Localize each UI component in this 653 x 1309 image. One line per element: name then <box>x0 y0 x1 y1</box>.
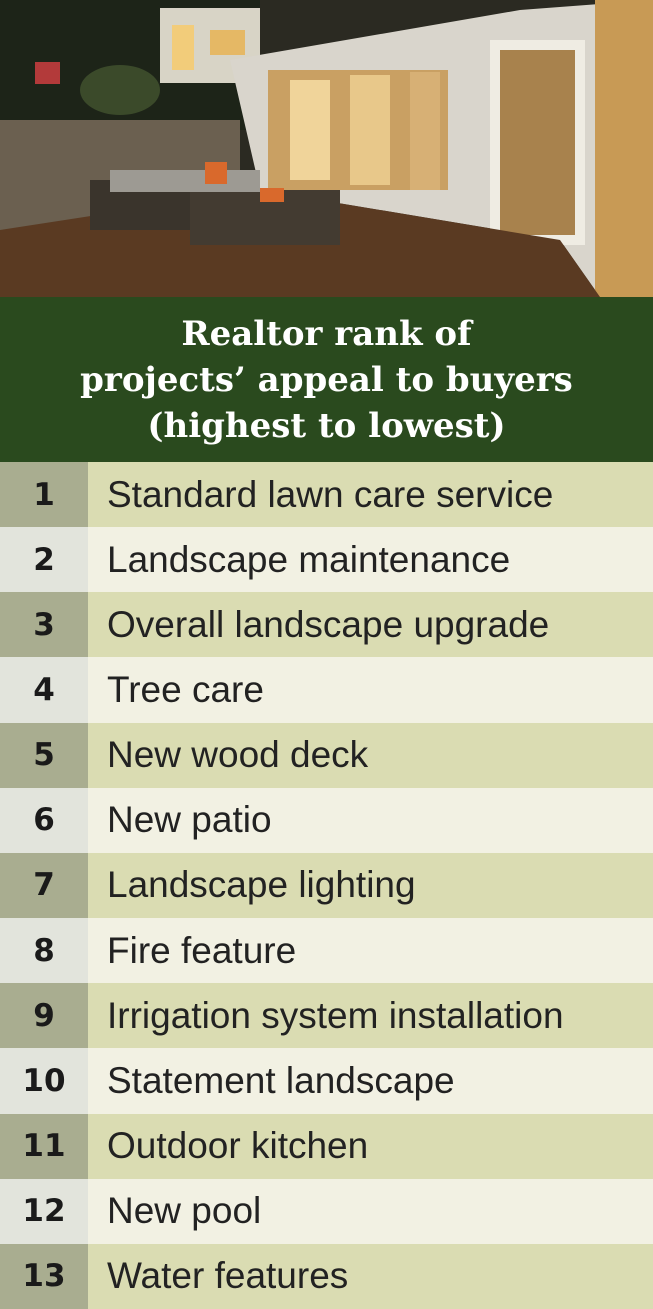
table-row: 6 New patio <box>0 787 653 853</box>
title-band: Realtor rank of projects’ appeal to buyer… <box>0 297 653 462</box>
rank-number: 10 <box>0 1048 88 1114</box>
project-name: New wood deck <box>88 722 653 788</box>
rank-number: 5 <box>0 722 88 788</box>
backyard-photo <box>0 0 653 297</box>
rank-number: 11 <box>0 1113 88 1179</box>
title-line: (highest to lowest) <box>147 405 506 446</box>
rank-number: 1 <box>0 462 88 528</box>
table-row: 2 Landscape maintenance <box>0 527 653 593</box>
project-name: Tree care <box>88 657 653 723</box>
rank-number: 13 <box>0 1243 88 1309</box>
project-name: Landscape lighting <box>88 852 653 919</box>
rank-number: 8 <box>0 918 88 984</box>
title-line: projects’ appeal to buyers <box>80 359 573 400</box>
rank-number: 6 <box>0 787 88 853</box>
project-name: New patio <box>88 787 653 853</box>
project-name: Statement landscape <box>88 1048 653 1114</box>
table-row: 8 Fire feature <box>0 918 653 984</box>
project-name: Standard lawn care service <box>88 462 653 528</box>
table-row: 11 Outdoor kitchen <box>0 1113 653 1179</box>
project-name: Landscape maintenance <box>88 527 653 593</box>
rank-number: 7 <box>0 852 88 919</box>
title-line: Realtor rank of <box>181 313 472 354</box>
table-row: 7 Landscape lighting <box>0 852 653 919</box>
project-name: Irrigation system installation <box>88 983 653 1049</box>
rank-number: 9 <box>0 983 88 1049</box>
table-row: 12 New pool <box>0 1178 653 1244</box>
project-name: Water features <box>88 1243 653 1309</box>
project-name: New pool <box>88 1178 653 1244</box>
table-row: 5 New wood deck <box>0 722 653 788</box>
table-row: 10 Statement landscape <box>0 1048 653 1114</box>
table-row: 13 Water features <box>0 1243 653 1309</box>
table-row: 4 Tree care <box>0 657 653 723</box>
project-name: Outdoor kitchen <box>88 1113 653 1179</box>
rank-number: 12 <box>0 1178 88 1244</box>
table-row: 9 Irrigation system installation <box>0 983 653 1049</box>
project-name: Fire feature <box>88 918 653 984</box>
rank-number: 3 <box>0 592 88 658</box>
rank-table: 1 Standard lawn care service 2 Landscape ma… <box>0 462 653 1309</box>
project-name: Overall landscape upgrade <box>88 592 653 658</box>
rank-number: 2 <box>0 527 88 593</box>
table-row: 3 Overall landscape upgrade <box>0 592 653 658</box>
table-row: 1 Standard lawn care service <box>0 462 653 528</box>
rank-number: 4 <box>0 657 88 723</box>
